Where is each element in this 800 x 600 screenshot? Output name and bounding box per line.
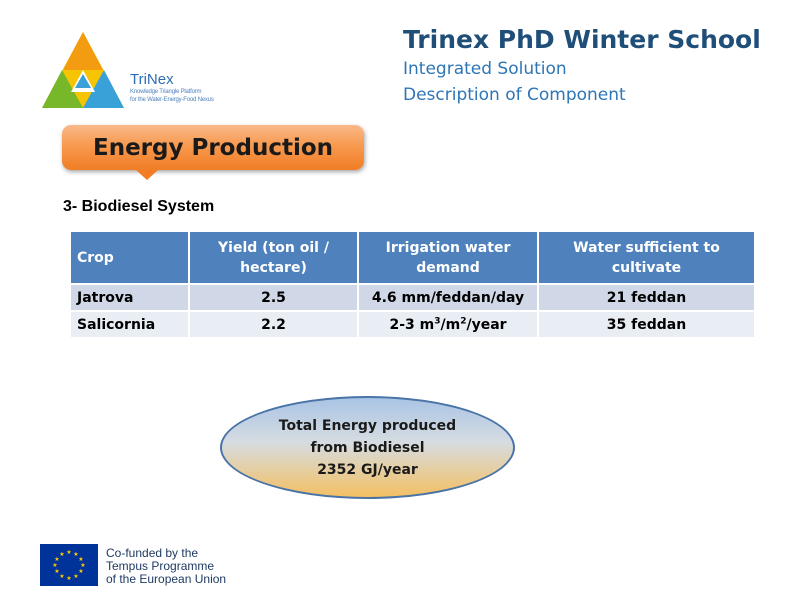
- svg-text:★: ★: [66, 549, 71, 556]
- total-energy-ellipse: Total Energy produced from Biodiesel 235…: [220, 396, 515, 499]
- trinex-logo: TriNex Knowledge Triangle Platform for t…: [38, 30, 238, 112]
- table-header-row: Crop Yield (ton oil / hectare) Irrigation…: [71, 232, 754, 284]
- svg-text:★: ★: [54, 556, 59, 563]
- col-header-water: Water sufficient to cultivate: [538, 232, 754, 284]
- eu-flag-icon: ★ ★ ★ ★ ★ ★ ★ ★ ★ ★ ★ ★: [40, 544, 98, 586]
- svg-text:★: ★: [59, 573, 64, 580]
- logo-tagline-2: for the Water-Energy-Food Nexus: [130, 97, 214, 103]
- svg-text:★: ★: [73, 573, 78, 580]
- col-header-crop: Crop: [71, 232, 190, 284]
- svg-text:★: ★: [52, 562, 57, 569]
- slide-subtitle-1: Integrated Solution: [403, 59, 567, 79]
- cell-irrigation: 4.6 mm/feddan/day: [358, 283, 539, 311]
- slide-header: Trinex PhD Winter School Integrated Solu…: [403, 24, 793, 108]
- svg-text:★: ★: [73, 551, 78, 558]
- col-header-irrigation: Irrigation water demand: [358, 232, 539, 284]
- callout-label: Energy Production: [92, 134, 334, 161]
- svg-text:★: ★: [78, 568, 83, 575]
- section-heading: 3- Biodiesel System: [63, 198, 215, 215]
- slide-title: Trinex PhD Winter School: [403, 25, 761, 54]
- cofunding-text: Co-funded by the Tempus Programme of the…: [106, 547, 226, 586]
- summary-line-2: from Biodiesel: [310, 439, 425, 456]
- slide-subtitle-2: Description of Component: [403, 85, 626, 105]
- svg-text:★: ★: [54, 568, 59, 575]
- cell-crop: Salicornia: [71, 310, 190, 337]
- callout-pointer: [136, 170, 158, 180]
- logo-name: TriNex: [130, 71, 174, 88]
- table-row: Jatrova 2.5 4.6 mm/feddan/day 21 feddan: [71, 283, 754, 311]
- table-row: Salicornia 2.2 2-3 m3/m2/year 35 feddan: [71, 310, 754, 337]
- footer-line-2: Tempus Programme: [106, 559, 215, 573]
- biodiesel-table: Crop Yield (ton oil / hectare) Irrigation…: [71, 232, 754, 337]
- svg-text:★: ★: [78, 556, 83, 563]
- energy-production-callout: Energy Production: [62, 125, 364, 170]
- cell-water: 21 feddan: [538, 283, 754, 311]
- cell-yield: 2.2: [189, 310, 359, 337]
- summary-value: 2352 GJ/year: [317, 461, 418, 478]
- cell-crop: Jatrova: [71, 283, 190, 311]
- triangle-logo-icon: [42, 32, 124, 108]
- svg-text:★: ★: [59, 551, 64, 558]
- cell-water: 35 feddan: [538, 310, 754, 337]
- logo-tagline-1: Knowledge Triangle Platform: [130, 89, 202, 95]
- footer-line-1: Co-funded by the: [106, 546, 199, 560]
- cell-irrigation: 2-3 m3/m2/year: [358, 310, 539, 337]
- col-header-yield: Yield (ton oil / hectare): [189, 232, 359, 284]
- svg-text:★: ★: [66, 575, 71, 582]
- svg-text:★: ★: [80, 562, 85, 569]
- cell-yield: 2.5: [189, 283, 359, 311]
- summary-line-1: Total Energy produced: [278, 417, 457, 434]
- footer-line-3: of the European Union: [106, 572, 227, 586]
